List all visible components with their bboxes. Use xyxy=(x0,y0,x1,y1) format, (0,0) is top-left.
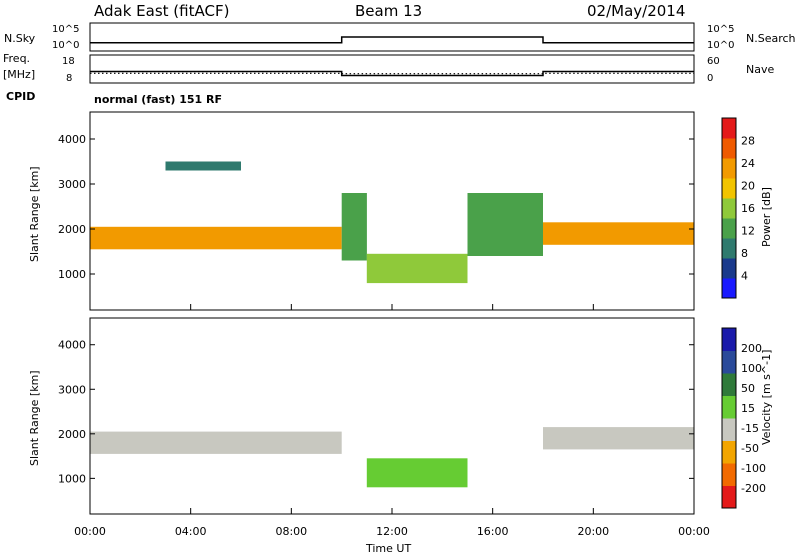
colorbar-swatch xyxy=(722,158,736,179)
colorbar-tick-label: 15 xyxy=(741,402,755,415)
echo-band xyxy=(366,458,468,488)
y-tick-label: 4000 xyxy=(58,339,86,352)
velocity-colorbar: -200 -100 -50 -15 15 50 100 200 xyxy=(721,327,766,509)
y-tick-label: 1000 xyxy=(58,268,86,281)
y-tick-label: 3000 xyxy=(58,383,86,396)
velocity-colorbar-label: Velocity [m s^-1] xyxy=(760,350,773,445)
x-tick-label: 12:00 xyxy=(376,525,408,538)
nave-ytick-bottom: 0 xyxy=(707,73,713,84)
colorbar-swatch xyxy=(722,328,736,351)
beam-label: Beam 13 xyxy=(355,2,422,20)
colorbar-tick-label: 28 xyxy=(741,135,755,148)
colorbar-tick-label: 24 xyxy=(741,157,755,170)
noise-panel: 10^5 10^0 10^5 10^0 xyxy=(52,22,734,52)
colorbar-tick-label: -50 xyxy=(741,442,759,455)
nave-ytick-top: 60 xyxy=(707,56,720,67)
y-tick-label: 3000 xyxy=(58,178,86,191)
freq-frame xyxy=(89,54,695,84)
cpid-label: CPID xyxy=(6,90,35,103)
y-tick-label: 2000 xyxy=(58,428,86,441)
power-colorbar: 4 8 12 16 20 24 28 xyxy=(721,117,755,299)
colorbar-tick-label: 12 xyxy=(741,225,755,238)
freq-label: Freq. xyxy=(3,52,30,65)
x-tick-label: 20:00 xyxy=(577,525,609,538)
nsearch-label: N.Search xyxy=(746,32,796,45)
power-yticks: 1000 2000 3000 4000 xyxy=(58,133,694,281)
x-tick-label: 16:00 xyxy=(477,525,509,538)
colorbar-swatch xyxy=(722,485,736,509)
colorbar-swatch xyxy=(722,278,736,299)
date-label: 02/May/2014 xyxy=(587,2,685,20)
station-title: Adak East (fitACF) xyxy=(94,2,229,20)
freq-ytick-bottom: 8 xyxy=(66,73,72,84)
cpid-text: normal (fast) 151 RF xyxy=(94,93,222,106)
colorbar-tick-label: 4 xyxy=(741,270,748,283)
colorbar-frame xyxy=(721,327,737,509)
noise-ytick-right-top: 10^5 xyxy=(707,24,734,35)
x-tick-label: 00:00 xyxy=(74,525,106,538)
echo-band xyxy=(543,427,694,450)
velocity-panel: 1000 2000 3000 4000 Slant Range [km] xyxy=(28,317,695,515)
noise-frame xyxy=(89,22,695,52)
freq-ytick-top: 18 xyxy=(62,56,75,67)
echo-band xyxy=(90,226,342,250)
colorbar-tick-label: 16 xyxy=(741,202,755,215)
x-tick-label: 04:00 xyxy=(175,525,207,538)
colorbar-swatch xyxy=(722,418,736,441)
colorbar-tick-label: -100 xyxy=(741,462,766,475)
colorbar-tick-label: 8 xyxy=(741,247,748,260)
echo-band xyxy=(366,253,468,284)
power-panel: 1000 2000 3000 4000 Slant Range [km] xyxy=(28,111,695,311)
x-axis-label: Time UT xyxy=(365,542,411,554)
colorbar-swatch xyxy=(722,138,736,159)
y-tick-label: 4000 xyxy=(58,133,86,146)
noise-ytick-bottom: 10^0 xyxy=(52,40,79,51)
colorbar-swatch xyxy=(722,463,736,486)
power-echoes xyxy=(90,161,694,284)
colorbar-tick-label: 50 xyxy=(741,382,755,395)
colorbar-swatch xyxy=(722,440,736,464)
x-axis: 00:00 04:00 08:00 12:00 16:00 20:00 00:00 xyxy=(74,304,710,538)
velocity-ylabel: Slant Range [km] xyxy=(28,370,41,466)
colorbar-swatch xyxy=(722,395,736,419)
nsky-label: N.Sky xyxy=(4,32,36,45)
colorbar-frame xyxy=(721,117,737,299)
power-ylabel: Slant Range [km] xyxy=(28,166,41,262)
noise-ytick-right-bottom: 10^0 xyxy=(707,40,734,51)
velocity-echoes xyxy=(90,427,694,488)
y-tick-label: 2000 xyxy=(58,223,86,236)
velocity-yticks: 1000 2000 3000 4000 xyxy=(58,339,694,485)
colorbar-swatch xyxy=(722,218,736,239)
colorbar-swatch xyxy=(722,198,736,219)
x-tick-label: 00:00 xyxy=(678,525,710,538)
y-tick-label: 1000 xyxy=(58,472,86,485)
power-colorbar-label: Power [dB] xyxy=(760,187,773,247)
colorbar-tick-label: -200 xyxy=(741,482,766,495)
colorbar-tick-label: 100 xyxy=(741,362,762,375)
echo-band xyxy=(543,222,694,245)
colorbar-swatch xyxy=(722,238,736,259)
colorbar-swatch xyxy=(722,373,736,396)
echo-band xyxy=(165,161,241,171)
freq-line xyxy=(90,70,694,77)
freq-panel: 18 8 60 0 xyxy=(62,54,720,84)
colorbar-tick-label: 20 xyxy=(741,180,755,193)
colorbar-swatch xyxy=(722,258,736,279)
colorbar-swatch xyxy=(722,178,736,199)
noise-ytick-top: 10^5 xyxy=(52,24,79,35)
echo-band xyxy=(341,193,367,261)
colorbar-tick-label: 200 xyxy=(741,342,762,355)
echo-band xyxy=(90,431,342,454)
colorbar-tick-label: -15 xyxy=(741,422,759,435)
colorbar-swatch xyxy=(722,350,736,374)
nave-label: Nave xyxy=(746,63,774,76)
x-tick-label: 08:00 xyxy=(275,525,307,538)
colorbar-swatch xyxy=(722,118,736,139)
nsky-line xyxy=(90,36,694,44)
echo-band xyxy=(467,193,543,256)
freq-unit-label: [MHz] xyxy=(3,68,35,81)
